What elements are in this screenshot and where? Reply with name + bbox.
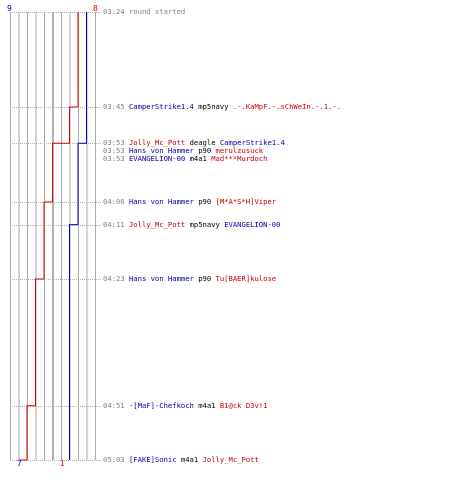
event-time: 04:23 <box>103 274 125 283</box>
event-row: 03:45 CamperStrike1.4 mp5navy .-.KaMpF.-… <box>103 103 341 111</box>
event-row: 03:53 EVANGELION-00 m4a1 Mad***Murdoch <box>103 155 267 163</box>
victim-name: [M*A*S*H]Viper <box>215 197 277 206</box>
event-row: 04:06 Hans von Hammer p90 [M*A*S*H]Viper <box>103 198 276 206</box>
weapon-name: p90 <box>198 197 212 206</box>
ct-end-count: 7 <box>17 459 22 468</box>
weapon-name: m4a1 <box>189 154 207 163</box>
event-time: 03:53 <box>103 154 125 163</box>
event-row: 05:03 [FAKE]Sonic m4a1 Jolly_Mc_Pott <box>103 456 259 464</box>
victim-name: .-.KaMpF.-.sChWeIn.-.1.-. <box>232 102 342 111</box>
event-time: 03:45 <box>103 102 125 111</box>
weapon-name: mp5navy <box>189 220 220 229</box>
killer-name: -[MaF]-Chefkoch <box>128 401 194 410</box>
weapon-name: mp5navy <box>198 102 229 111</box>
killer-name: Hans von Hammer <box>128 197 194 206</box>
weapon-name: deagle <box>189 138 216 147</box>
victim-name: Mad***Murdoch <box>211 154 268 163</box>
ct-start-count: 9 <box>7 4 12 13</box>
event-row: 04:11 Jolly_Mc_Pott mp5navy EVANGELION-0… <box>103 221 280 229</box>
weapon-name: m4a1 <box>180 455 199 464</box>
killer-name: EVANGELION-00 <box>128 154 186 163</box>
killer-name: [FAKE]Sonic <box>128 455 177 464</box>
t-alive-line <box>18 12 79 461</box>
killer-name: CamperStrike1.4 <box>128 102 194 111</box>
weapon-name: m4a1 <box>198 401 216 410</box>
event-time: 03:53 <box>103 146 125 155</box>
ct-alive-line <box>69 12 87 460</box>
event-time: 03:24 <box>103 7 125 16</box>
victim-name: CamperStrike1.4 <box>219 138 285 147</box>
killer-name: Hans von Hammer <box>128 274 194 283</box>
event-time: 04:06 <box>103 197 125 206</box>
event-row: 03:53 Hans von Hammer p90 merulzusuck <box>103 147 263 155</box>
event-row: 04:51 -[MaF]-Chefkoch m4a1 B1@ck D3v!1 <box>103 402 267 410</box>
victim-name: Tu[BAER]kulose <box>215 274 277 283</box>
victim-name: EVANGELION-00 <box>224 220 281 229</box>
killer-name: Hans von Hammer <box>128 146 194 155</box>
killer-name: Jolly_Mc_Pott <box>128 138 186 147</box>
event-row: 03:53 Jolly_Mc_Pott deagle CamperStrike1… <box>103 139 285 147</box>
event-time: 04:11 <box>103 220 125 229</box>
victim-name: merulzusuck <box>215 146 264 155</box>
event-time: 03:53 <box>103 138 125 147</box>
victim-name: B1@ck D3v!1 <box>219 401 268 410</box>
t-start-count: 8 <box>93 4 98 13</box>
victim-name: Jolly_Mc_Pott <box>202 455 259 464</box>
event-row: 04:23 Hans von Hammer p90 Tu[BAER]kulose <box>103 275 276 283</box>
event-time: 04:51 <box>103 401 125 410</box>
event-time: 05:03 <box>103 455 125 464</box>
event-row: 03:24 round started <box>103 8 185 16</box>
weapon-name: p90 <box>198 274 212 283</box>
t-end-count: 1 <box>60 459 65 468</box>
event-note: round started <box>128 7 186 16</box>
killer-name: Jolly_Mc_Pott <box>128 220 186 229</box>
weapon-name: p90 <box>198 146 212 155</box>
